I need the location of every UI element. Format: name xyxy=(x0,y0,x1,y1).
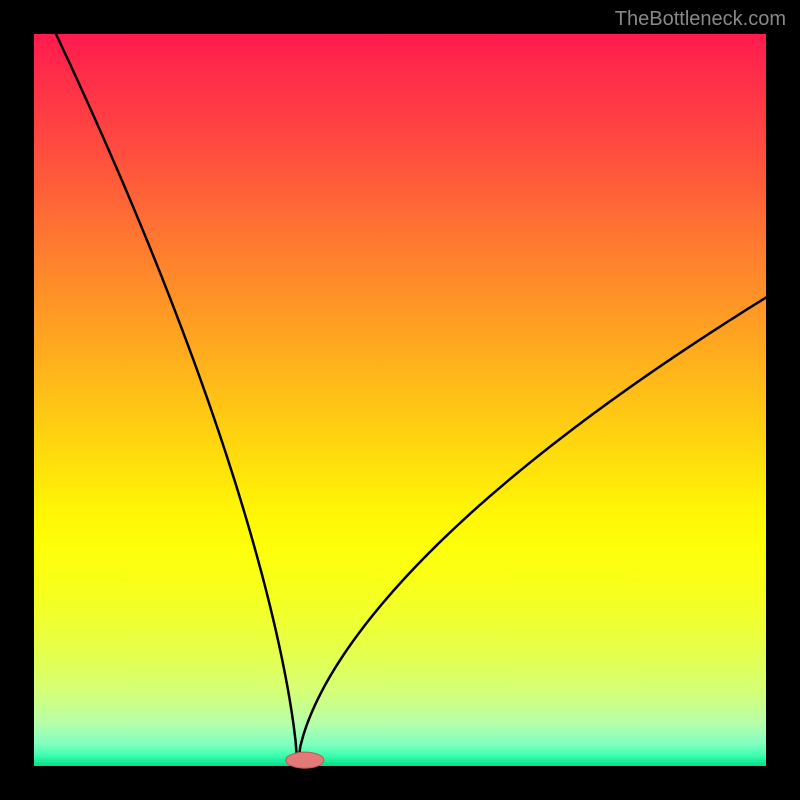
watermark-text: TheBottleneck.com xyxy=(615,8,786,31)
bottleneck-chart xyxy=(0,0,800,800)
plot-background xyxy=(34,34,766,766)
vertex-marker xyxy=(286,752,324,768)
chart-container: TheBottleneck.com xyxy=(0,0,800,800)
